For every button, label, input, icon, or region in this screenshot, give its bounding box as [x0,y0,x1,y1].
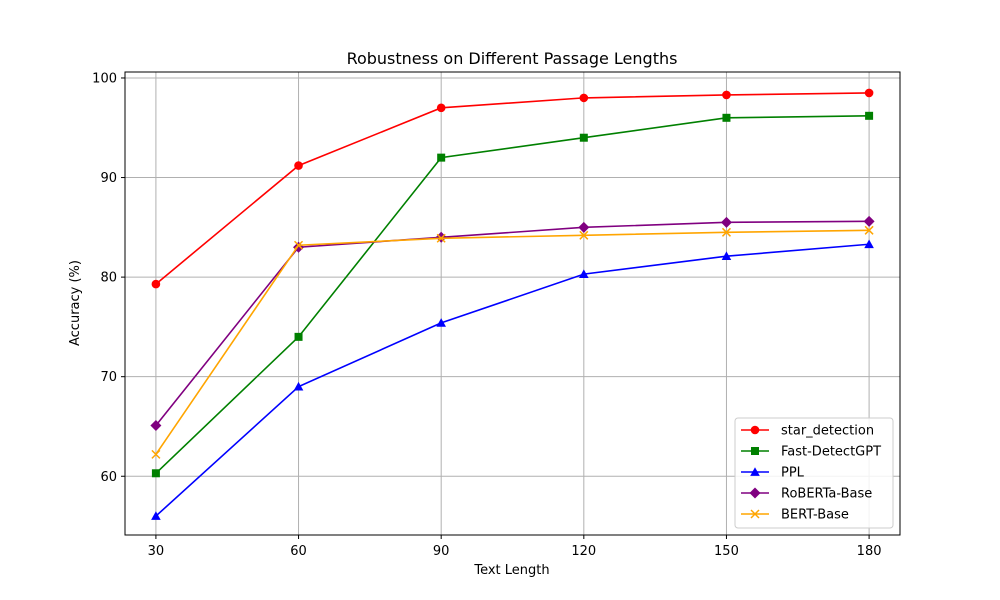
series-star-detection [151,88,874,289]
data-point [863,215,875,227]
legend-entry: RoBERTa-Base [741,487,872,502]
legend-label: Fast-DetectGPT [781,445,881,460]
legend-marker [750,509,760,519]
legend-entry: BERT-Base [741,508,849,523]
data-point [294,332,303,341]
x-tick-label: 90 [433,544,450,559]
data-point [864,239,874,249]
data-point [720,216,732,228]
plot-frame [124,71,901,536]
x-tick-label: 180 [857,544,882,559]
x-tick-label: 150 [714,544,739,559]
legend-marker [750,467,760,476]
data-point [579,230,589,240]
legend-label: BERT-Base [781,508,849,523]
series-ppl [151,239,874,520]
series-line [155,92,870,285]
legend-marker [749,487,761,499]
legend-marker [751,447,759,455]
data-point [721,251,732,261]
data-point [864,225,874,235]
data-point [151,449,161,459]
data-point [722,113,731,122]
data-point [151,279,161,289]
legend-label: star_detection [781,424,874,439]
y-tick-label: 70 [100,370,117,385]
legend-box [734,417,894,529]
data-point [579,133,588,142]
legend-marker [750,425,760,435]
series-bert-base [151,225,874,459]
legend-entry: PPL [741,466,805,481]
legend-label: RoBERTa-Base [781,487,872,502]
chart-title: Robustness on Different Passage Lengths [347,49,678,68]
x-axis-label: Text Length [473,563,549,578]
data-point [864,88,874,98]
x-tick-label: 60 [290,544,307,559]
data-point [721,227,731,237]
series-line [155,220,870,426]
series-line [155,115,870,474]
data-point [722,90,731,100]
series-layer [150,88,875,520]
y-axis: 60 70 80 90 100 [92,71,125,485]
data-point [579,93,589,103]
data-point [151,469,160,478]
y-axis-label: Accuracy (%) [68,260,83,346]
data-point [151,511,161,520]
data-point [293,381,304,391]
y-tick-label: 90 [100,171,117,186]
legend-entry: Fast-DetectGPT [741,445,881,460]
legend: star_detection Fast-DetectGPT PPL RoBERTa-B… [734,417,894,529]
y-tick-label: 60 [100,470,117,485]
legend-entry: star_detection [741,424,874,439]
data-point [436,233,446,243]
series-fast-detectgpt [151,111,874,478]
x-tick-label: 30 [148,544,165,559]
data-point [865,111,874,120]
series-line [155,229,870,455]
x-axis: 30 60 90 120 150 180 [148,535,882,559]
legend-label: PPL [781,466,805,481]
data-point [579,269,589,278]
data-point [437,153,446,162]
data-point [294,161,303,170]
data-point [294,240,304,250]
y-tick-label: 80 [100,271,117,286]
y-tick-label: 100 [92,71,117,86]
x-tick-label: 120 [571,544,596,559]
series-line [155,243,870,517]
data-point [436,318,446,327]
data-point [150,419,162,431]
data-point [578,221,590,233]
data-point [436,103,446,113]
